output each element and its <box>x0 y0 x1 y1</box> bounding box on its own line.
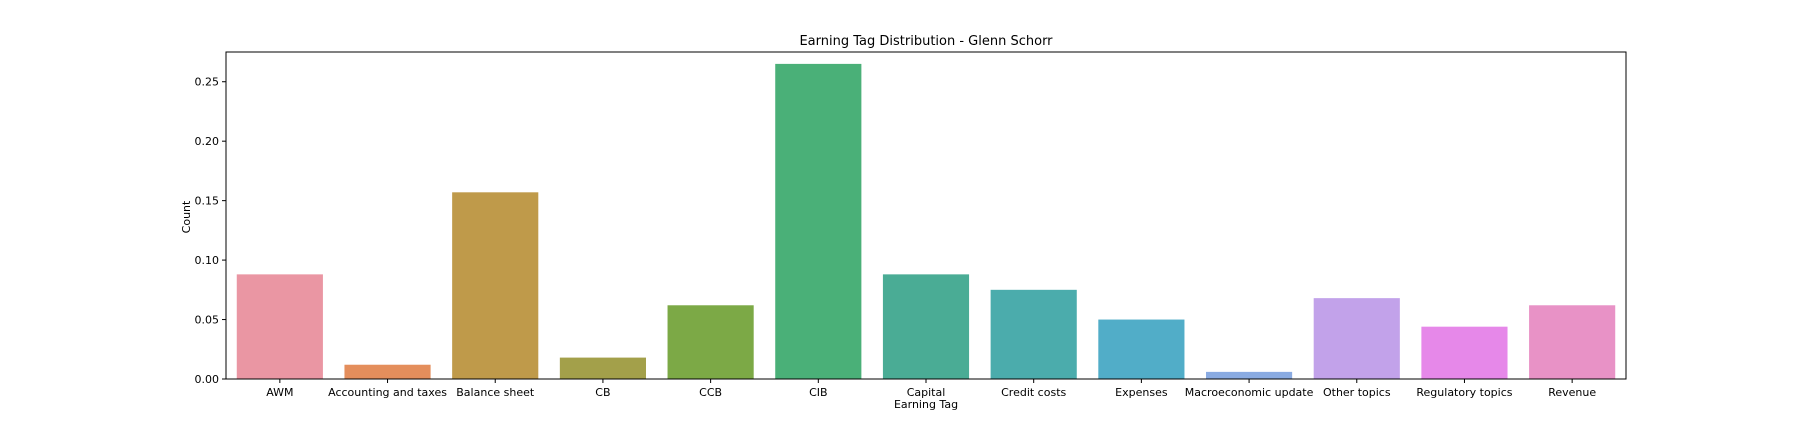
bar-revenue <box>1529 305 1616 379</box>
x-axis: AWM Accounting and taxes Balance sheet CB CC… <box>266 379 1596 399</box>
y-axis-label: Count <box>180 200 193 233</box>
bar-regulatory-topics <box>1421 326 1508 379</box>
x-tick-label: Macroeconomic update <box>1185 386 1314 399</box>
x-tick-label: Expenses <box>1115 386 1168 399</box>
chart-title: Earning Tag Distribution - Glenn Schorr <box>799 34 1053 49</box>
bar-ccb <box>667 305 754 379</box>
bar-other-topics <box>1313 298 1400 379</box>
bar-expenses <box>1098 319 1185 379</box>
x-tick-label: Capital <box>907 386 946 399</box>
x-axis-label: Earning Tag <box>894 398 958 411</box>
x-tick-label: Revenue <box>1548 386 1596 399</box>
x-tick-label: AWM <box>266 386 293 399</box>
y-tick-label: 0.15 <box>195 195 220 208</box>
bar-cb <box>559 357 646 379</box>
bar-macroeconomic-update <box>1206 371 1293 379</box>
bar-balance-sheet <box>452 192 539 379</box>
y-tick-label: 0.10 <box>195 254 220 267</box>
x-tick-label: CB <box>595 386 610 399</box>
x-tick-label: CCB <box>699 386 722 399</box>
bars-group <box>236 63 1616 379</box>
x-tick-label: CIB <box>809 386 827 399</box>
bar-credit-costs <box>990 289 1077 379</box>
x-tick-label: Accounting and taxes <box>328 386 447 399</box>
x-tick-label: Other topics <box>1323 386 1391 399</box>
y-tick-label: 0.00 <box>195 373 220 386</box>
y-axis: 0.00 0.05 0.10 0.15 0.20 0.25 <box>195 76 226 386</box>
x-tick-label: Balance sheet <box>456 386 535 399</box>
bar-accounting-and-taxes <box>344 364 431 379</box>
x-tick-label: Regulatory topics <box>1416 386 1512 399</box>
y-tick-label: 0.25 <box>195 76 220 89</box>
bar-capital <box>882 274 970 379</box>
x-tick-label: Credit costs <box>1001 386 1066 399</box>
y-tick-label: 0.05 <box>195 314 220 327</box>
bar-cib <box>775 63 862 379</box>
plot-frame <box>225 51 1627 380</box>
y-tick-label: 0.20 <box>195 135 220 148</box>
bar-awm <box>236 274 323 379</box>
